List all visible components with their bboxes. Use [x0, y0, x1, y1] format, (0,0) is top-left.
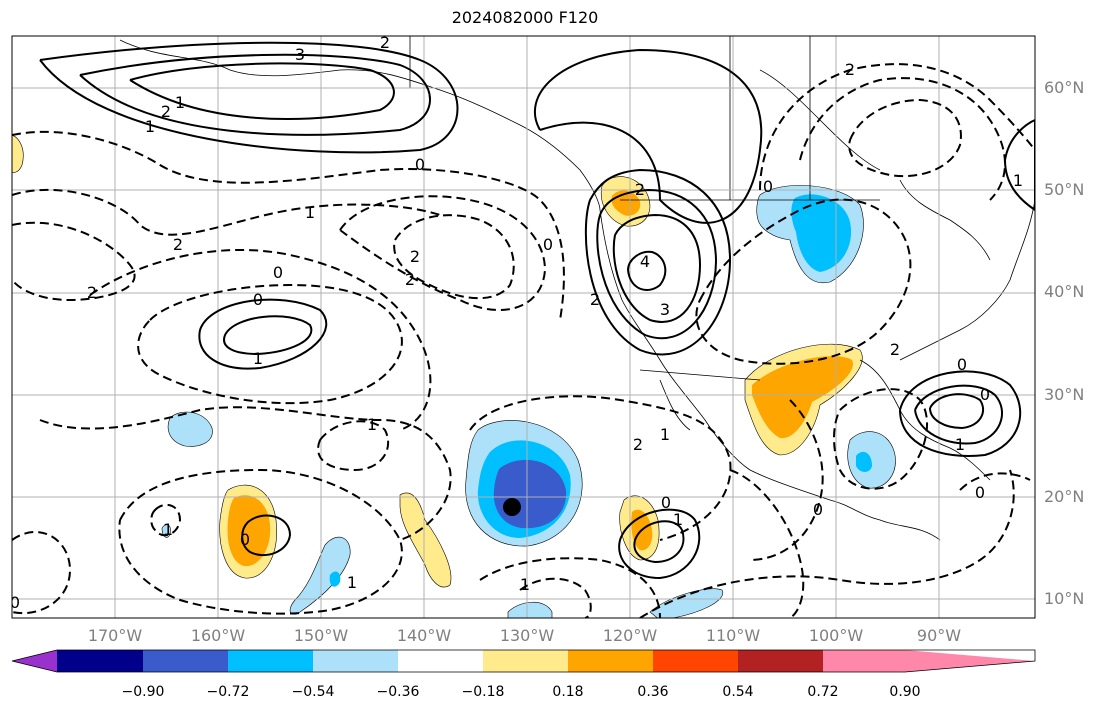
lon-label: 110°W [705, 626, 761, 645]
lon-label: 100°W [808, 626, 864, 645]
contour-label: 2 [87, 283, 97, 302]
lon-label: 150°W [293, 626, 349, 645]
dashed-contours [12, 63, 1035, 618]
contour-label: 3 [660, 300, 670, 319]
contour-label: 1 [660, 425, 670, 444]
lat-label: 10°N [1044, 589, 1085, 608]
contour-label: 0 [957, 355, 967, 374]
contour-label: 1 [145, 117, 155, 136]
contour-label: 0 [980, 385, 990, 404]
lat-label: 40°N [1044, 282, 1085, 301]
contour-label: 1 [1013, 171, 1023, 190]
lon-label: 170°W [87, 626, 143, 645]
contour-label: 0 [813, 500, 823, 519]
contour-label: 4 [640, 252, 650, 271]
colorbar-tick-label: −0.72 [206, 684, 250, 700]
contour-label: 2 [410, 247, 420, 266]
lon-label: 130°W [499, 626, 555, 645]
contour-label: 3 [295, 45, 305, 64]
colorbar-segment [823, 650, 905, 672]
contour-label: 2 [845, 60, 855, 79]
colorbar-tick-label: 0.54 [722, 684, 754, 700]
colorbar-segment [483, 650, 568, 672]
lat-label: 30°N [1044, 385, 1085, 404]
lat-label: 60°N [1044, 78, 1085, 97]
colorbar-tick-label: 0.72 [807, 684, 839, 700]
colorbar-tick-label: 0.36 [637, 684, 669, 700]
contour-label: 0 [415, 155, 425, 174]
contour-label: 1 [673, 510, 683, 529]
colorbar-extend-left [12, 650, 57, 672]
lat-label: 20°N [1044, 487, 1085, 506]
colorbar-tick-label: 0.18 [552, 684, 584, 700]
lon-label: 90°W [916, 626, 962, 645]
lon-label: 140°W [396, 626, 452, 645]
contour-label: 0 [763, 177, 773, 196]
contour-label: 2 [173, 235, 183, 254]
contour-label: 0 [240, 530, 250, 549]
solid-contours [39, 41, 1035, 580]
contour-label: 1 [305, 203, 315, 222]
contour-label: 0 [661, 493, 671, 512]
contour-label: 2 [633, 435, 643, 454]
contour-label: 1 [175, 93, 185, 112]
colorbar-tick-label: −0.36 [376, 684, 420, 700]
contour-label: 1 [347, 573, 357, 592]
colorbar-tick-label: −0.90 [121, 684, 165, 700]
colorbar-segment [313, 650, 398, 672]
colorbar-tick-label: 0.90 [889, 684, 921, 700]
contour-label: 1 [163, 520, 173, 539]
colorbar-segment [143, 650, 228, 672]
contour-label: 0 [10, 593, 20, 612]
contour-label: 1 [367, 415, 377, 434]
lon-label: 160°W [190, 626, 246, 645]
storm-center-marker [503, 498, 521, 516]
colorbar-segment [228, 650, 313, 672]
colorbar-segment [738, 650, 823, 672]
contour-labels: 3 2 1 2 0 1 2 2 2 2 0 0 1 4 3 2 0 2 2 0 … [10, 33, 1023, 612]
contour-label: 0 [273, 263, 283, 282]
colorbar-segment [57, 650, 143, 672]
colorbar-segment [568, 650, 653, 672]
contour-label: 2 [590, 290, 600, 309]
colorbar [11, 649, 1036, 673]
colorbar-tick-label: −0.54 [291, 684, 335, 700]
contour-label: 2 [890, 340, 900, 359]
map-title: 2024082000 F120 [451, 8, 599, 27]
contour-label: 1 [955, 435, 965, 454]
contour-label: 0 [975, 483, 985, 502]
contour-label: 0 [253, 290, 263, 309]
contour-label: 0 [543, 235, 553, 254]
contour-label: 2 [161, 102, 171, 121]
colorbar-extend-right [905, 650, 1035, 672]
colorbar-tick-label: −0.18 [461, 684, 505, 700]
map-frame [11, 35, 1036, 619]
contour-label: 2 [380, 33, 390, 52]
colorbar-segment [653, 650, 738, 672]
lon-label: 120°W [602, 626, 658, 645]
lat-label: 50°N [1044, 180, 1085, 199]
contour-label: 1 [520, 575, 530, 594]
contour-label: 1 [253, 349, 263, 368]
colorbar-segment [398, 650, 483, 672]
contour-label: 2 [635, 180, 645, 199]
contour-label: 2 [405, 270, 415, 289]
